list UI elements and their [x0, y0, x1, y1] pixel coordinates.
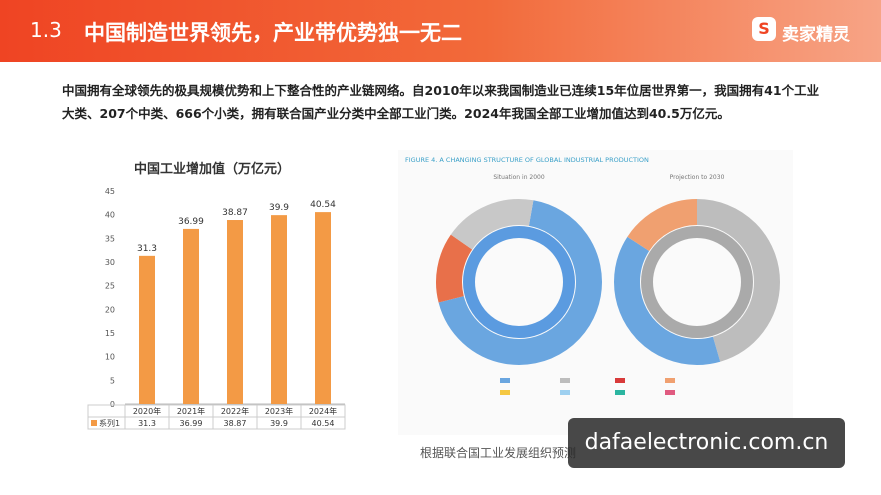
ring — [463, 226, 575, 338]
y-tick-label: 35 — [105, 234, 115, 243]
figure-image: FIGURE 4. A CHANGING STRUCTURE OF GLOBAL… — [398, 150, 793, 435]
legend-swatch — [500, 390, 510, 395]
value-label: 31.3 — [137, 244, 157, 254]
value-label: 38.87 — [222, 208, 248, 218]
legend-swatch — [560, 378, 570, 383]
table-value: 38.87 — [224, 419, 247, 428]
y-tick-label: 25 — [105, 282, 115, 291]
intro-text: 中国拥有全球领先的极具规模优势和上下整合性的产业链网络。自2010年以来我国制造… — [62, 83, 820, 121]
table-value: 39.9 — [270, 419, 288, 428]
bar — [139, 255, 155, 404]
ring — [436, 199, 602, 365]
x-tick-label: 2021年 — [177, 406, 205, 416]
legend-swatch — [615, 378, 625, 383]
value-label: 39.9 — [269, 203, 289, 213]
y-tick-label: 15 — [105, 329, 115, 338]
ring — [436, 199, 602, 365]
legend-swatch — [560, 390, 570, 395]
y-tick-label: 20 — [105, 305, 115, 314]
figure-right-label: Projection to 2030 — [670, 174, 725, 181]
legend-swatch — [665, 378, 675, 383]
chart-title: 中国工业增加值（万亿元） — [134, 161, 290, 177]
value-label: 36.99 — [178, 217, 204, 227]
table-value: 36.99 — [180, 419, 203, 428]
ring — [614, 199, 780, 365]
bar — [183, 228, 199, 404]
table-value: 40.54 — [312, 419, 335, 428]
ring — [641, 226, 753, 338]
y-tick-label: 45 — [105, 187, 115, 196]
y-tick-label: 30 — [105, 258, 115, 267]
header-title: 中国制造世界领先，产业带优势独一无二 — [84, 21, 462, 45]
x-tick-label: 2023年 — [265, 406, 293, 416]
legend-swatch — [91, 420, 97, 426]
figure-left-label: Situation in 2000 — [493, 174, 545, 181]
bar — [227, 220, 243, 404]
bar — [271, 215, 287, 404]
caption: 根据联合国工业发展组织预测 — [420, 446, 577, 460]
bar — [315, 212, 331, 404]
ring — [614, 199, 780, 365]
section-number: 1.3 — [30, 18, 62, 42]
legend-swatch — [665, 390, 675, 395]
table-value: 31.3 — [138, 419, 156, 428]
watermark: dafaelectronic.com.cn — [568, 418, 845, 468]
brand-name: 卖家精灵 — [782, 25, 850, 45]
brand-logo: S — [752, 17, 776, 41]
y-tick-label: 10 — [105, 353, 115, 362]
figure-title: FIGURE 4. A CHANGING STRUCTURE OF GLOBAL… — [405, 156, 649, 164]
legend-swatch — [500, 378, 510, 383]
legend-label: 系列1 — [99, 418, 120, 428]
header-bar: 1.3 中国制造世界领先，产业带优势独一无二 S 卖家精灵 — [0, 0, 881, 62]
x-tick-label: 2022年 — [221, 406, 249, 416]
y-tick-label: 40 — [105, 211, 115, 220]
legend-swatch — [615, 390, 625, 395]
y-tick-label: 5 — [110, 376, 115, 385]
x-tick-label: 2024年 — [309, 406, 337, 416]
value-label: 40.54 — [310, 200, 336, 210]
x-tick-label: 2020年 — [133, 406, 161, 416]
